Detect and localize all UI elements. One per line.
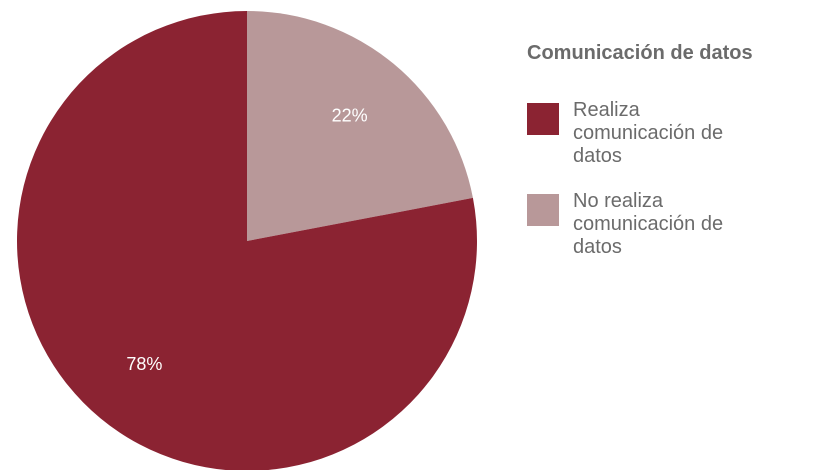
slice-label-realiza: 78% [126, 354, 162, 374]
pie-slices [17, 11, 477, 470]
legend-label-realiza: Realiza comunicación de datos [573, 99, 724, 167]
legend-label-no-realiza: No realiza comunicación de datos [573, 190, 724, 258]
pie-slice-labels: 22% 78% [126, 106, 367, 374]
legend: Comunicación de datos Realiza comunicaci… [527, 42, 827, 281]
legend-title: Comunicación de datos [527, 42, 753, 64]
legend-swatch-no-realiza [527, 194, 559, 226]
legend-item-no-realiza: No realiza comunicación de datos [527, 190, 827, 259]
legend-item-realiza: Realiza comunicación de datos [527, 99, 827, 168]
pie-slice-realiza [17, 11, 477, 470]
pie-slice-no-realiza [247, 11, 473, 241]
legend-swatch-realiza [527, 103, 559, 135]
slice-label-no-realiza: 22% [332, 106, 368, 126]
